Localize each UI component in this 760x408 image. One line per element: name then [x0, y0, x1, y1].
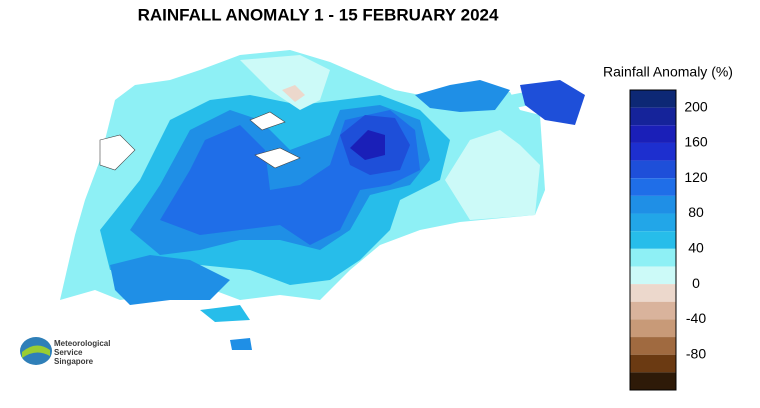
colorbar-segment [630, 195, 676, 214]
colorbar-label: 40 [688, 240, 704, 256]
colorbar-segment [630, 213, 676, 232]
reservoir [249, 111, 286, 131]
reservoir [99, 134, 136, 171]
zone-neg [282, 85, 305, 102]
colorbar-label: -80 [686, 345, 706, 361]
colorbar-segment [630, 301, 676, 320]
colorbar-segment [630, 319, 676, 338]
colorbar-label: 0 [692, 275, 700, 291]
colorbar-segment [630, 266, 676, 285]
logo: Meteorological Service Singapore [20, 337, 110, 366]
colorbar-segment [630, 90, 676, 108]
colorbar-label: 200 [684, 98, 708, 114]
logo-text: Singapore [54, 357, 94, 366]
colorbar-segment [630, 337, 676, 355]
colorbar-label: 120 [684, 169, 708, 185]
west-islands [110, 255, 230, 305]
colorbar-segment [630, 125, 676, 143]
ubin [415, 80, 510, 112]
title: RAINFALL ANOMALY 1 - 15 FEBRUARY 2024 [138, 5, 499, 24]
logo-text: Service [54, 348, 83, 357]
island [230, 338, 252, 350]
legend-title: Rainfall Anomaly (%) [603, 64, 733, 80]
tekong [520, 80, 585, 125]
logo-icon [22, 345, 50, 358]
colorbar-segment [630, 178, 676, 196]
colorbar-segment [630, 372, 676, 390]
island [200, 305, 250, 322]
zone-180 [350, 130, 385, 160]
colorbar: 200 160 120 80 40 0 -40 -80 [629, 89, 708, 391]
zone-0 [240, 55, 330, 110]
colorbar-segment [630, 142, 676, 161]
colorbar-segment [630, 354, 676, 373]
colorbar-segment [630, 160, 676, 179]
colorbar-segment [630, 248, 676, 267]
map [60, 50, 585, 350]
reservoir [254, 147, 301, 169]
colorbar-segment [630, 284, 676, 302]
logo-text: Meteorological [54, 339, 110, 348]
colorbar-frame [629, 89, 677, 391]
colorbar-label: 80 [688, 204, 704, 220]
colorbar-segment [630, 231, 676, 249]
colorbar-label: -40 [686, 310, 706, 326]
east-zone [445, 130, 540, 220]
colorbar-label: 160 [684, 134, 708, 150]
colorbar-segment [630, 107, 676, 126]
